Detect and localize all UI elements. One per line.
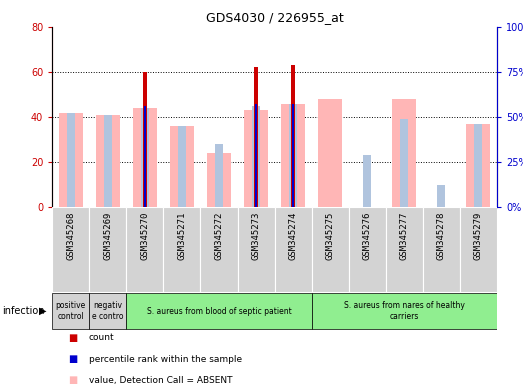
Bar <box>252 106 260 207</box>
Bar <box>318 99 342 207</box>
Bar <box>207 153 231 207</box>
FancyBboxPatch shape <box>237 207 275 292</box>
Text: GSM345273: GSM345273 <box>252 212 260 260</box>
Bar <box>467 124 491 207</box>
Bar <box>143 72 147 207</box>
Bar <box>104 115 112 207</box>
FancyBboxPatch shape <box>312 207 349 292</box>
Text: positive
control: positive control <box>55 301 86 321</box>
Text: value, Detection Call = ABSENT: value, Detection Call = ABSENT <box>89 376 232 384</box>
Bar <box>144 106 146 207</box>
Text: ■: ■ <box>68 354 77 364</box>
Bar <box>170 126 194 207</box>
FancyBboxPatch shape <box>127 293 312 329</box>
Text: ▶: ▶ <box>39 306 47 316</box>
Bar <box>281 104 305 207</box>
FancyBboxPatch shape <box>312 293 497 329</box>
Bar <box>133 108 157 207</box>
Text: GSM345270: GSM345270 <box>140 212 150 260</box>
Bar <box>292 104 294 207</box>
Text: percentile rank within the sample: percentile rank within the sample <box>89 354 242 364</box>
Bar <box>392 99 416 207</box>
FancyBboxPatch shape <box>89 293 127 329</box>
Text: GSM345277: GSM345277 <box>400 212 409 260</box>
FancyBboxPatch shape <box>460 207 497 292</box>
FancyBboxPatch shape <box>275 207 312 292</box>
Bar <box>96 115 120 207</box>
Text: count: count <box>89 333 115 343</box>
FancyBboxPatch shape <box>52 207 89 292</box>
Bar <box>255 104 257 207</box>
FancyBboxPatch shape <box>163 207 200 292</box>
Text: GSM345275: GSM345275 <box>326 212 335 260</box>
Bar <box>178 126 186 207</box>
Bar <box>67 113 75 207</box>
Text: GSM345279: GSM345279 <box>474 212 483 260</box>
FancyBboxPatch shape <box>423 207 460 292</box>
FancyBboxPatch shape <box>52 293 89 329</box>
Bar <box>474 124 482 207</box>
Text: GSM345271: GSM345271 <box>177 212 187 260</box>
Text: GSM345276: GSM345276 <box>362 212 372 260</box>
Bar <box>289 104 297 207</box>
Text: GSM345268: GSM345268 <box>66 212 75 260</box>
Text: ■: ■ <box>68 333 77 343</box>
FancyBboxPatch shape <box>385 207 423 292</box>
FancyBboxPatch shape <box>89 207 127 292</box>
Text: infection: infection <box>3 306 45 316</box>
Text: negativ
e contro: negativ e contro <box>92 301 123 321</box>
Bar <box>244 110 268 207</box>
Bar <box>437 185 446 207</box>
Bar <box>400 119 408 207</box>
Text: S. aureus from blood of septic patient: S. aureus from blood of septic patient <box>146 306 291 316</box>
Bar <box>254 68 258 207</box>
Text: GSM345272: GSM345272 <box>214 212 223 260</box>
FancyBboxPatch shape <box>200 207 237 292</box>
FancyBboxPatch shape <box>349 207 385 292</box>
Bar <box>141 108 149 207</box>
Title: GDS4030 / 226955_at: GDS4030 / 226955_at <box>206 11 344 24</box>
Bar <box>363 156 371 207</box>
Text: GSM345269: GSM345269 <box>104 212 112 260</box>
Text: ■: ■ <box>68 375 77 384</box>
FancyBboxPatch shape <box>127 207 163 292</box>
Bar <box>291 65 295 207</box>
Text: S. aureus from nares of healthy
carriers: S. aureus from nares of healthy carriers <box>344 301 464 321</box>
Bar <box>59 113 83 207</box>
Text: GSM345278: GSM345278 <box>437 212 446 260</box>
Text: GSM345274: GSM345274 <box>289 212 298 260</box>
Bar <box>215 144 223 207</box>
